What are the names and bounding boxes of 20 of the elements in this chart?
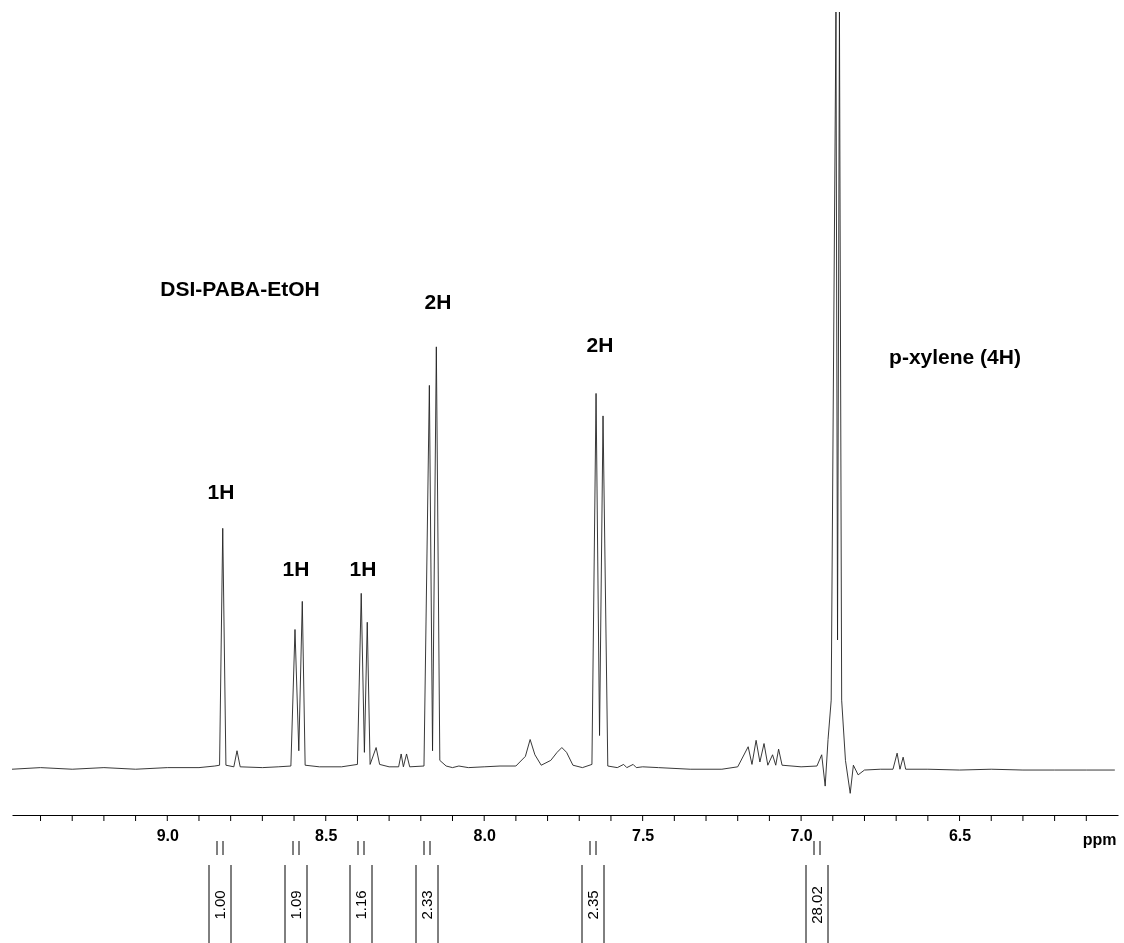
x-tick-label: 6.5 xyxy=(948,826,972,844)
text: 2.35 xyxy=(584,890,601,920)
text: 2.33 xyxy=(418,890,435,920)
x-tick-label: 7.0 xyxy=(790,826,813,844)
text: 1.16 xyxy=(352,890,369,920)
text: 1.09 xyxy=(287,890,304,920)
text: 28.02 xyxy=(808,886,825,924)
x-tick-label: 9.0 xyxy=(156,826,179,844)
text: 1.00 xyxy=(211,890,228,920)
x-tick-label: 8.5 xyxy=(315,826,338,844)
x-tick-label: 7.5 xyxy=(632,826,655,844)
annotation: DSI-PABA-EtOH xyxy=(160,277,320,300)
annotation: 2H xyxy=(586,333,614,356)
x-tick-label: 8.0 xyxy=(473,826,496,844)
annotation: 1H xyxy=(282,557,310,580)
x-axis-title: ppm xyxy=(1082,830,1117,848)
annotation: 1H xyxy=(207,480,235,503)
annotation: 2H xyxy=(424,290,452,313)
annotation: p-xylene (4H) xyxy=(889,345,1021,368)
annotation: 1H xyxy=(349,557,377,580)
